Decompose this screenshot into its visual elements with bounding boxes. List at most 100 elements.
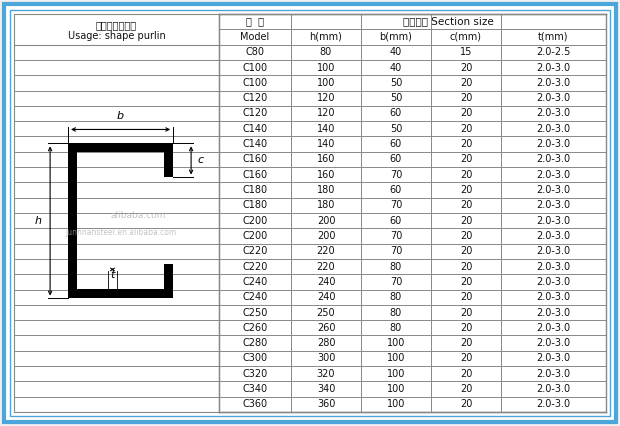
Text: C250: C250: [242, 308, 268, 317]
Text: 20: 20: [460, 63, 472, 72]
Text: 20: 20: [460, 109, 472, 118]
Text: 200: 200: [317, 231, 335, 241]
Text: 主要用途：橩条: 主要用途：橩条: [96, 20, 137, 31]
Text: b: b: [117, 112, 124, 121]
Text: 360: 360: [317, 399, 335, 409]
Text: C120: C120: [242, 109, 268, 118]
Text: 20: 20: [460, 124, 472, 134]
Text: 80: 80: [390, 308, 402, 317]
Text: C360: C360: [242, 399, 268, 409]
Text: 60: 60: [390, 185, 402, 195]
Text: 200: 200: [317, 216, 335, 226]
Text: C80: C80: [246, 47, 265, 57]
Text: 20: 20: [460, 354, 472, 363]
Text: 2.0-3.0: 2.0-3.0: [536, 308, 570, 317]
Text: 220: 220: [317, 246, 335, 256]
Text: 100: 100: [317, 63, 335, 72]
Text: 70: 70: [390, 231, 402, 241]
Text: C280: C280: [242, 338, 268, 348]
Text: 20: 20: [460, 170, 472, 180]
Text: 60: 60: [390, 139, 402, 149]
Text: 80: 80: [390, 323, 402, 333]
Bar: [68, 289, 173, 299]
Text: 2.0-3.0: 2.0-3.0: [536, 139, 570, 149]
Bar: [14, 14, 219, 412]
Text: 260: 260: [317, 323, 335, 333]
Text: C160: C160: [242, 154, 268, 164]
Text: 70: 70: [390, 170, 402, 180]
Text: 20: 20: [460, 369, 472, 379]
Text: C340: C340: [242, 384, 268, 394]
Text: C140: C140: [242, 124, 268, 134]
Text: 250: 250: [317, 308, 335, 317]
Text: 20: 20: [460, 216, 472, 226]
Text: C200: C200: [242, 231, 268, 241]
Text: 型  号: 型 号: [246, 17, 264, 27]
Text: 180: 180: [317, 200, 335, 210]
Text: 20: 20: [460, 231, 472, 241]
Text: 20: 20: [460, 308, 472, 317]
Text: 120: 120: [317, 109, 335, 118]
Text: 20: 20: [460, 262, 472, 272]
Text: C100: C100: [242, 78, 268, 88]
Text: 20: 20: [460, 384, 472, 394]
Text: 100: 100: [317, 78, 335, 88]
Text: 20: 20: [460, 139, 472, 149]
Text: 40: 40: [390, 63, 402, 72]
Text: junnnansteel.en.alibaba.com: junnnansteel.en.alibaba.com: [65, 228, 176, 237]
Text: 20: 20: [460, 292, 472, 302]
Text: 2.0-3.0: 2.0-3.0: [536, 277, 570, 287]
Text: 2.0-3.0: 2.0-3.0: [536, 124, 570, 134]
Text: 20: 20: [460, 78, 472, 88]
Text: 280: 280: [317, 338, 335, 348]
Text: 100: 100: [387, 369, 405, 379]
Bar: [219, 14, 606, 412]
Text: C180: C180: [242, 185, 268, 195]
Text: C320: C320: [242, 369, 268, 379]
Text: C140: C140: [242, 139, 268, 149]
Text: 20: 20: [460, 200, 472, 210]
Text: C120: C120: [242, 93, 268, 103]
Text: 100: 100: [387, 399, 405, 409]
Text: 2.0-3.0: 2.0-3.0: [536, 292, 570, 302]
Text: 2.0-3.0: 2.0-3.0: [536, 63, 570, 72]
Text: 340: 340: [317, 384, 335, 394]
Bar: [68, 144, 173, 153]
Text: 100: 100: [387, 338, 405, 348]
Text: 100: 100: [387, 384, 405, 394]
Text: 2.0-3.0: 2.0-3.0: [536, 246, 570, 256]
Text: C260: C260: [242, 323, 268, 333]
Text: 20: 20: [460, 93, 472, 103]
Text: 20: 20: [460, 399, 472, 409]
Text: t: t: [110, 271, 115, 280]
Text: 2.0-3.0: 2.0-3.0: [536, 154, 570, 164]
Text: b(mm): b(mm): [379, 32, 412, 42]
Text: 2.0-3.0: 2.0-3.0: [536, 200, 570, 210]
Text: 2.0-3.0: 2.0-3.0: [536, 93, 570, 103]
Text: 70: 70: [390, 200, 402, 210]
Text: 60: 60: [390, 154, 402, 164]
Text: 240: 240: [317, 292, 335, 302]
Text: C200: C200: [242, 216, 268, 226]
Bar: [164, 144, 173, 178]
Text: 2.0-3.0: 2.0-3.0: [536, 323, 570, 333]
Text: 2.0-3.0: 2.0-3.0: [536, 216, 570, 226]
Text: 50: 50: [390, 93, 402, 103]
Text: 断面尺寸 Section size: 断面尺寸 Section size: [403, 17, 494, 27]
Text: 2.0-3.0: 2.0-3.0: [536, 109, 570, 118]
Text: 220: 220: [317, 262, 335, 272]
Text: C100: C100: [242, 63, 268, 72]
Text: 2.0-3.0: 2.0-3.0: [536, 384, 570, 394]
Text: 50: 50: [390, 78, 402, 88]
Text: 2.0-3.0: 2.0-3.0: [536, 354, 570, 363]
Text: 40: 40: [390, 47, 402, 57]
Bar: [164, 265, 173, 299]
Text: 2.0-3.0: 2.0-3.0: [536, 170, 570, 180]
Text: 300: 300: [317, 354, 335, 363]
Text: 100: 100: [387, 354, 405, 363]
Text: 2.0-3.0: 2.0-3.0: [536, 262, 570, 272]
Text: 60: 60: [390, 109, 402, 118]
Text: h: h: [35, 216, 42, 226]
Text: 140: 140: [317, 139, 335, 149]
Text: 2.0-3.0: 2.0-3.0: [536, 369, 570, 379]
